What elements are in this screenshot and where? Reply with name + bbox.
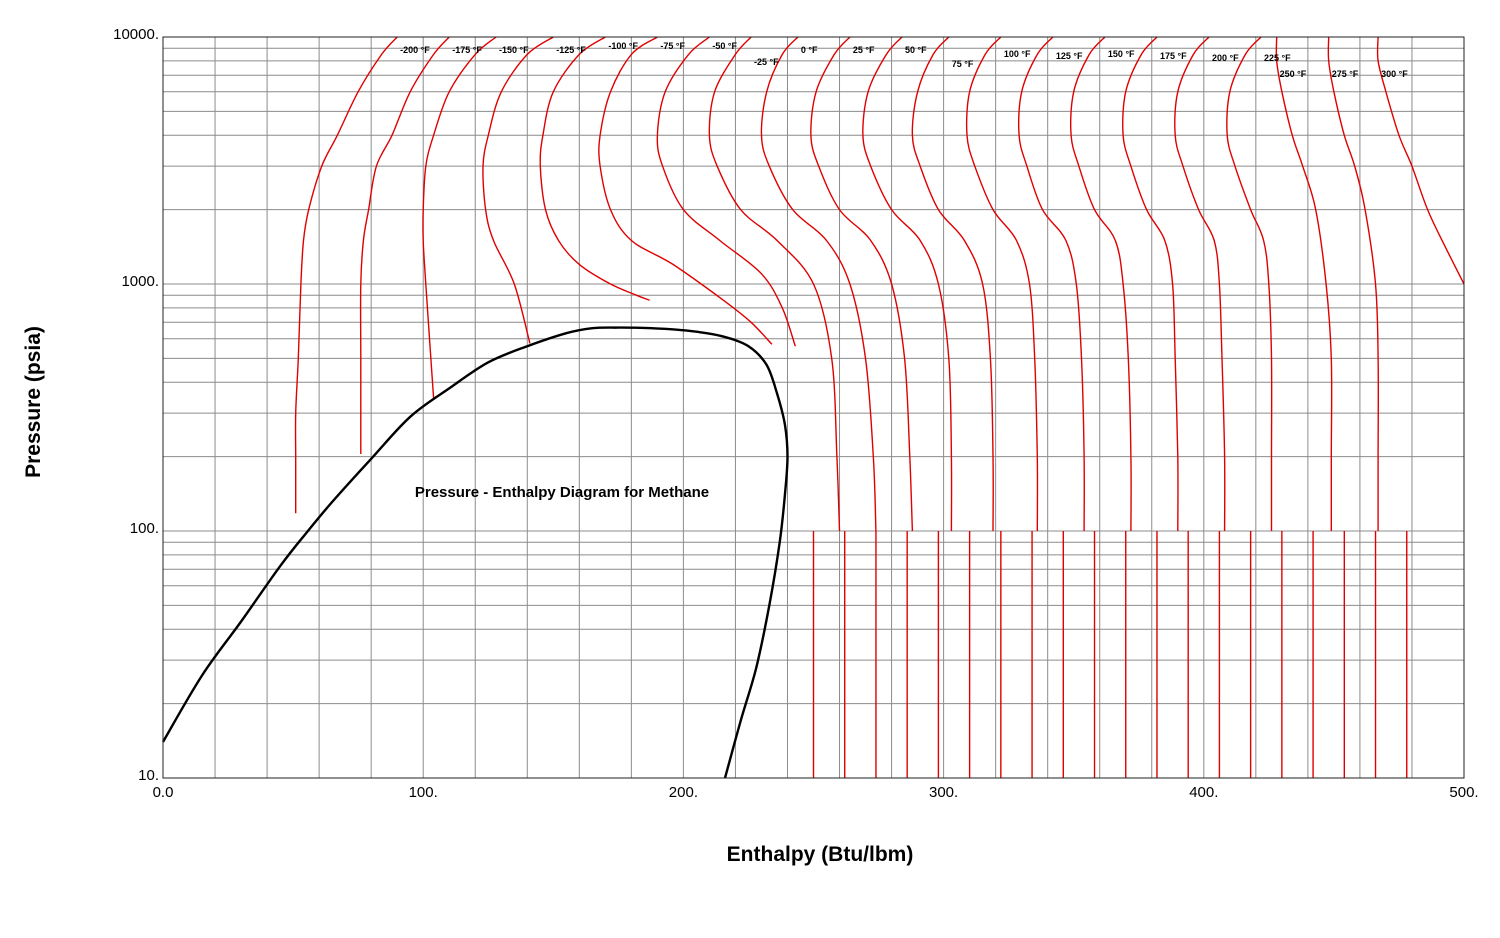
x-tick-label: 300. [929,784,958,801]
isotherm-line [760,36,877,532]
isotherm-label: -50 °F [712,41,737,51]
isotherm-label: -175 °F [452,45,482,55]
isotherm-line [1122,36,1179,532]
isotherm-line [1275,36,1333,531]
isotherm-label: -25 °F [754,57,779,67]
isotherm-line [911,36,994,532]
tick-labels: 0.0 100. 200. 300. 400. 500. 10. 100. 1000. 10000… [113,26,1478,801]
isotherm-line [359,36,450,454]
isotherm-label: 200 °F [1212,53,1239,63]
isotherm-label: -100 °F [608,41,638,51]
isotherm-line [1327,36,1380,531]
isotherm-label: 250 °F [1280,69,1307,79]
isotherm-label: -75 °F [660,41,685,51]
isotherm-line [422,36,497,399]
plot-frame [162,36,1465,779]
isotherm-label: 50 °F [905,45,927,55]
chart-title: Pressure - Enthalpy Diagram for Methane [415,484,709,501]
isotherm-line [656,36,796,347]
isotherm-line [810,36,914,532]
isotherm-label: 275 °F [1332,69,1359,79]
x-tick-label: 500. [1449,784,1478,801]
isotherm-line [1017,36,1085,532]
isotherm-line [1226,36,1273,531]
isotherm-line [482,36,554,344]
y-tick-label: 10000. [113,26,159,43]
isotherm-labels: -200 °F -175 °F -150 °F -125 °F -100 °F -75 °… [400,41,1408,79]
x-tick-label: 200. [669,784,698,801]
x-tick-label: 100. [409,784,438,801]
isotherm-line [1070,36,1132,532]
isotherm-label: 0 °F [801,45,818,55]
y-tick-label: 10. [138,767,159,784]
isotherm-label: 150 °F [1108,49,1135,59]
isotherm-line [598,36,773,345]
x-axis-title: Enthalpy (Btu/lbm) [727,843,914,866]
saturation-dome-line [161,326,789,779]
isotherm-label: 75 °F [952,59,974,69]
isotherm-label: 100 °F [1004,49,1031,59]
isotherm-line [965,36,1039,532]
isotherm-line [1174,36,1226,532]
y-tick-label: 100. [130,520,159,537]
x-tick-label: 0.0 [153,784,174,801]
isotherm-label: 125 °F [1056,51,1083,61]
isotherm-lines [294,36,1465,778]
isotherm-label: 300 °F [1381,69,1408,79]
isotherm-label: -200 °F [400,45,430,55]
isotherm-label: 225 °F [1264,53,1291,63]
y-axis-title: Pressure (psia) [22,326,45,478]
isotherm-label: 175 °F [1160,51,1187,61]
x-tick-label: 400. [1189,784,1218,801]
isotherm-line [708,36,841,532]
isotherm-label: 25 °F [853,45,875,55]
grid-lines [162,37,1465,779]
isotherm-line [1376,36,1465,285]
y-tick-label: 1000. [121,273,159,290]
isotherm-line [862,36,953,532]
isotherm-line [539,36,650,301]
isotherm-label: -150 °F [499,45,529,55]
isotherm-line [294,36,398,514]
saturation-dome [161,326,789,779]
isotherm-label: -125 °F [556,45,586,55]
